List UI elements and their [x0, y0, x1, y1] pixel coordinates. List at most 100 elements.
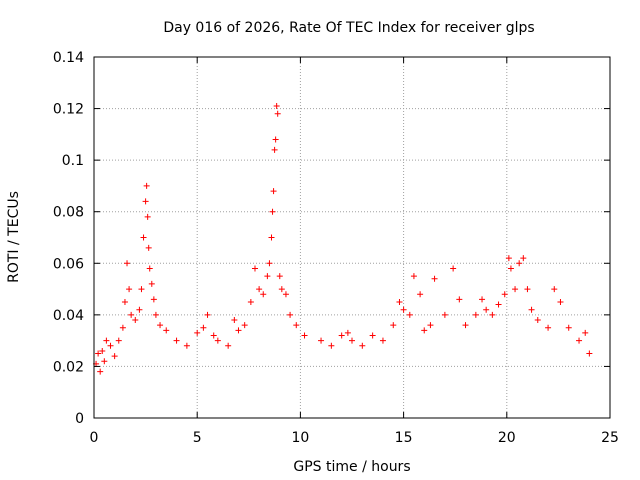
data-point	[338, 332, 345, 339]
data-point	[148, 280, 155, 287]
data-point	[101, 358, 108, 365]
y-tick-label: 0.08	[53, 205, 84, 221]
data-point	[274, 110, 281, 117]
data-point	[495, 301, 502, 308]
data-point	[417, 291, 424, 298]
data-point	[173, 337, 180, 344]
data-point	[557, 298, 564, 305]
data-point	[264, 273, 271, 280]
data-point	[359, 342, 366, 349]
data-point	[144, 213, 151, 220]
data-point	[146, 265, 153, 272]
data-point	[427, 322, 434, 329]
data-point	[431, 275, 438, 282]
data-point	[251, 265, 258, 272]
data-point	[489, 311, 496, 318]
data-point	[266, 260, 273, 267]
data-point	[111, 353, 118, 360]
axes: 0 0.02 0.04 0.06 0.08 0.1 0.12 0.14 0 5 10 15 20 25	[53, 50, 619, 446]
data-point	[520, 255, 527, 262]
data-point	[194, 329, 201, 336]
data-point	[379, 337, 386, 344]
data-point	[269, 208, 276, 215]
data-point	[396, 298, 403, 305]
data-point	[200, 324, 207, 331]
data-point	[582, 329, 589, 336]
data-point	[256, 286, 263, 293]
data-point	[150, 296, 157, 303]
data-point	[278, 286, 285, 293]
data-point	[103, 337, 110, 344]
data-point	[143, 182, 150, 189]
data-point	[138, 286, 145, 293]
data-point	[260, 291, 267, 298]
data-point	[163, 327, 170, 334]
data-point	[369, 332, 376, 339]
data-points	[93, 102, 593, 375]
data-point	[400, 306, 407, 313]
data-point	[318, 337, 325, 344]
data-point	[505, 255, 512, 262]
x-tick-label: 20	[498, 430, 516, 446]
data-point	[287, 311, 294, 318]
x-tick-label: 5	[193, 430, 202, 446]
data-point	[293, 322, 300, 329]
data-point	[142, 198, 149, 205]
data-point	[225, 342, 232, 349]
data-point	[524, 286, 531, 293]
data-point	[406, 311, 413, 318]
data-point	[95, 350, 102, 357]
y-axis-label: ROTI / TECUs	[6, 191, 22, 283]
data-point	[128, 311, 135, 318]
data-point	[115, 337, 122, 344]
data-point	[551, 286, 558, 293]
y-tick-label: 0.1	[62, 153, 84, 169]
data-point	[344, 329, 351, 336]
data-point	[516, 260, 523, 267]
data-point	[479, 296, 486, 303]
data-point	[270, 188, 277, 195]
data-point	[247, 298, 254, 305]
data-point	[534, 317, 541, 324]
y-tick-label: 0	[75, 411, 84, 427]
data-point	[99, 347, 106, 354]
data-point	[276, 273, 283, 280]
data-point	[107, 342, 114, 349]
data-point	[126, 286, 133, 293]
data-point	[507, 265, 514, 272]
data-point	[204, 311, 211, 318]
data-point	[119, 324, 126, 331]
data-point	[136, 306, 143, 313]
data-point	[214, 337, 221, 344]
data-point	[282, 291, 289, 298]
data-point	[235, 327, 242, 334]
y-tick-label: 0.04	[53, 308, 84, 324]
data-point	[231, 317, 238, 324]
data-point	[450, 265, 457, 272]
data-point	[576, 337, 583, 344]
data-point	[586, 350, 593, 357]
data-point	[273, 102, 280, 109]
data-point	[271, 146, 278, 153]
data-point	[268, 234, 275, 241]
data-point	[441, 311, 448, 318]
grid-lines	[94, 57, 610, 418]
data-point	[483, 306, 490, 313]
data-point	[157, 322, 164, 329]
plot-frame	[93, 56, 611, 419]
data-point	[472, 311, 479, 318]
data-point	[545, 324, 552, 331]
data-point	[140, 234, 147, 241]
data-point	[456, 296, 463, 303]
x-tick-label: 15	[395, 430, 413, 446]
data-point	[121, 298, 128, 305]
y-tick-label: 0.02	[53, 359, 84, 375]
data-point	[210, 332, 217, 339]
x-tick-label: 25	[601, 430, 619, 446]
data-point	[241, 322, 248, 329]
data-point	[410, 273, 417, 280]
y-tick-label: 0.06	[53, 256, 84, 272]
data-point	[328, 342, 335, 349]
data-point	[565, 324, 572, 331]
